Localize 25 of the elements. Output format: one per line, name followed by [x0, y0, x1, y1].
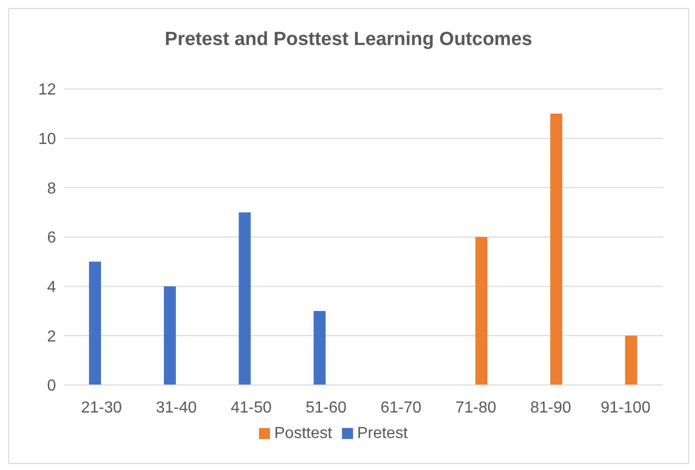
y-tick-label: 6	[47, 230, 56, 247]
y-tick-label: 12	[38, 82, 56, 99]
bar	[550, 114, 562, 385]
x-tick-label: 41-50	[230, 399, 272, 416]
legend-label: Posttest	[274, 425, 332, 442]
y-tick-label: 4	[47, 279, 56, 296]
chart-title: Pretest and Posttest Learning Outcomes	[164, 29, 534, 51]
x-tick-label: 71-80	[455, 399, 496, 416]
bar	[475, 237, 488, 385]
bar	[238, 212, 251, 385]
y-tick-label: 2	[47, 328, 56, 346]
bar	[164, 286, 176, 385]
bar	[314, 311, 326, 385]
legend-label: Pretest	[357, 425, 408, 442]
x-tick-label: 51-60	[306, 399, 347, 416]
x-tick-label: 21-30	[80, 399, 122, 416]
y-tick-label: 10	[38, 131, 56, 148]
y-tick-label: 8	[47, 180, 56, 198]
x-tick-label: 31-40	[156, 399, 197, 416]
y-tick-label: 0	[47, 378, 56, 395]
bar	[625, 336, 638, 385]
x-tick-label: 61-70	[380, 399, 422, 416]
bar	[89, 262, 101, 385]
x-tick-label: 91-100	[600, 399, 651, 416]
x-tick-label: 81-90	[530, 399, 572, 416]
